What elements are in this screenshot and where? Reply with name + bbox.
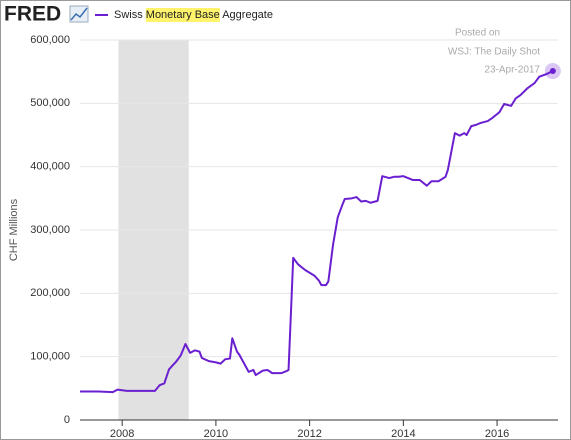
logo: FRED (4, 3, 61, 26)
y-tick-label: 100,000 (30, 351, 70, 363)
logo-icon (69, 5, 89, 23)
y-tick-label: 400,000 (30, 161, 70, 173)
x-tick-label: 2014 (391, 428, 415, 440)
legend-label: Swiss Monetary Base Aggregate (114, 9, 273, 21)
annotation: Posted on (455, 28, 500, 39)
annotation: 23-Apr-2017 (484, 65, 540, 76)
y-tick-label: 600,000 (30, 34, 70, 46)
y-tick-label: 500,000 (30, 97, 70, 109)
x-tick-label: 2008 (110, 428, 134, 440)
y-tick-label: 200,000 (30, 287, 70, 299)
x-tick-label: 2016 (485, 428, 509, 440)
legend-highlight (145, 8, 220, 22)
y-tick-label: 300,000 (30, 224, 70, 236)
x-tick-label: 2010 (204, 428, 228, 440)
annotation: WSJ: The Daily Shot (448, 47, 540, 58)
x-tick-label: 2012 (297, 428, 321, 440)
data-line (80, 70, 554, 394)
y-tick-label: 0 (64, 414, 70, 426)
last-point (549, 68, 556, 75)
y-axis-title: CHF Millions (8, 198, 20, 261)
